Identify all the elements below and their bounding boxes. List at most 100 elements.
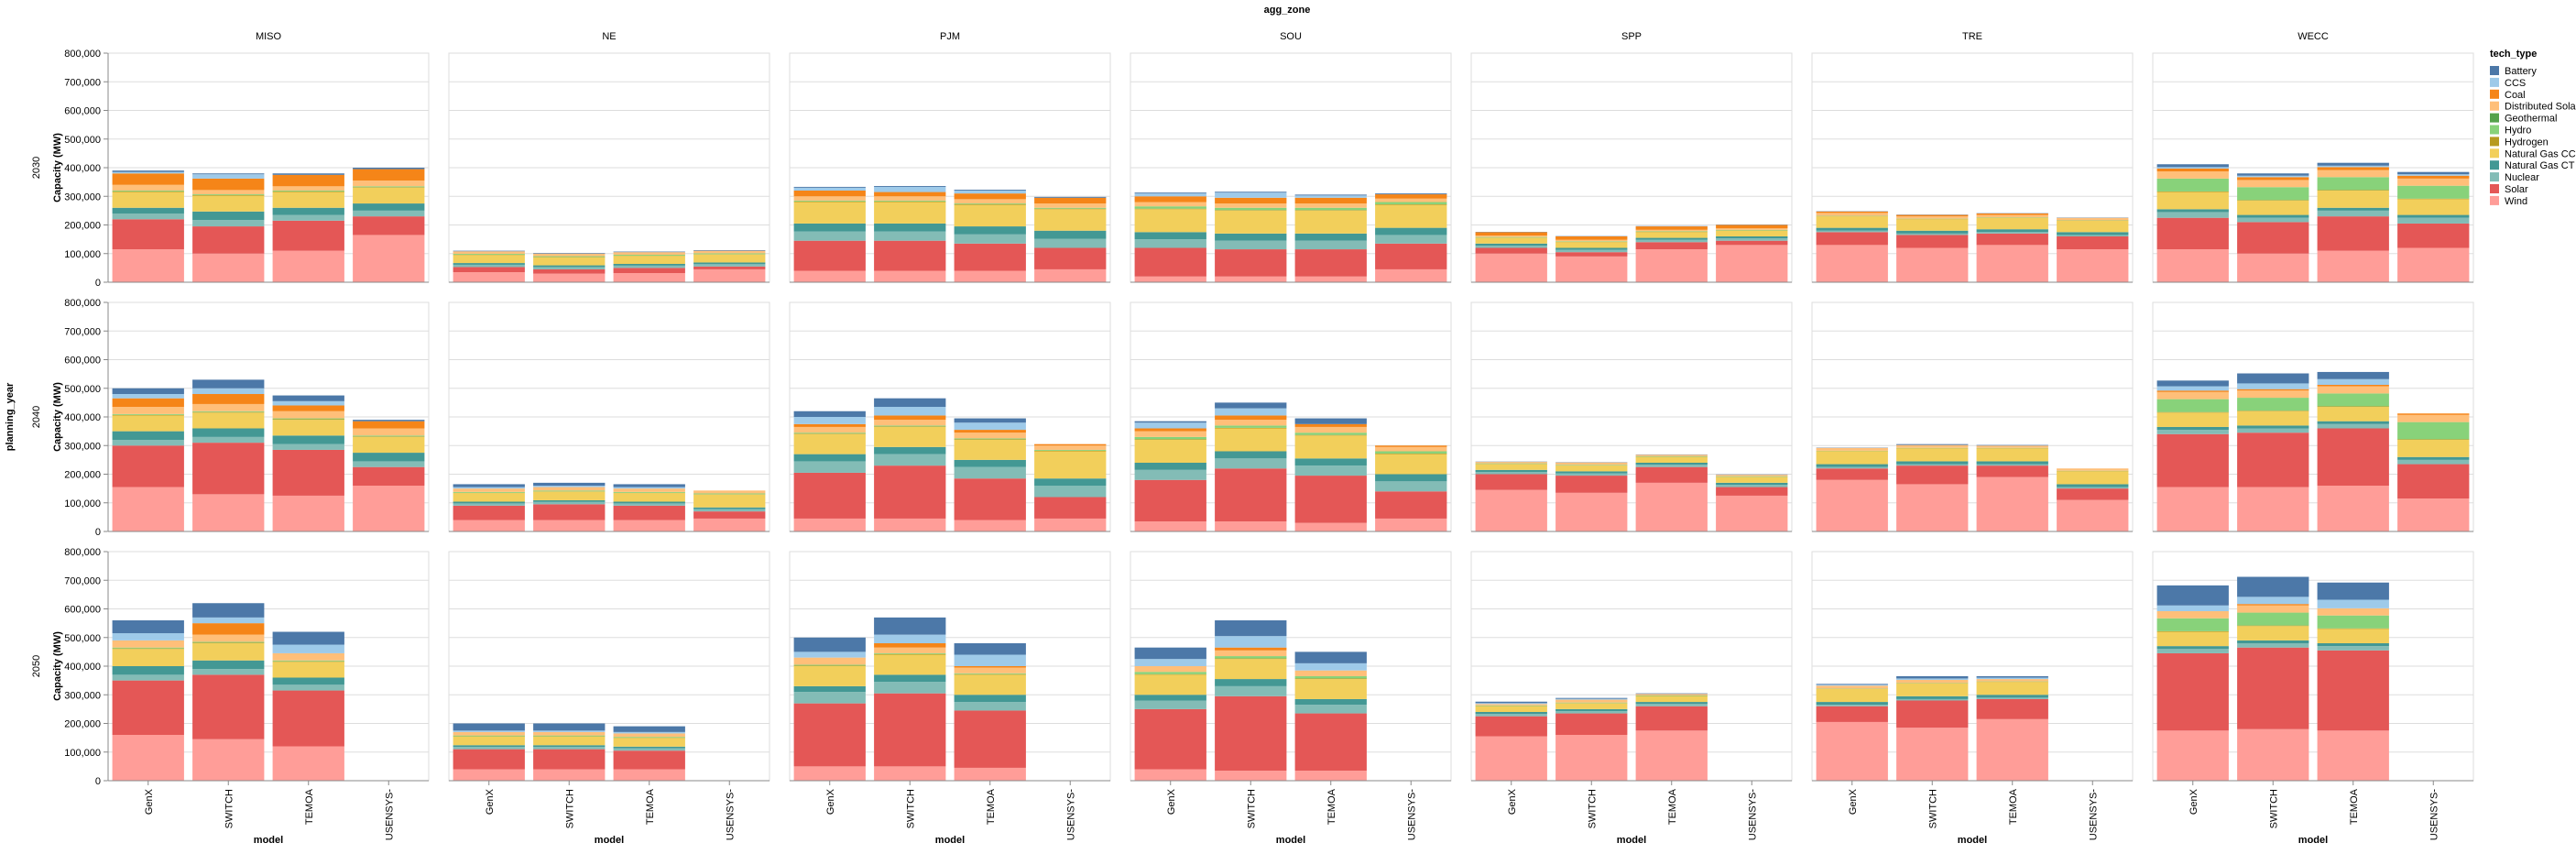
bar-segment-battery	[1215, 402, 1286, 408]
y-tick-label: 0	[95, 776, 101, 787]
x-tick-label: GenX	[1848, 788, 1859, 815]
bar-segment-natural-gas-cc	[2157, 412, 2229, 427]
bar-segment-natural-gas-ct	[1034, 231, 1106, 239]
column-header-tre: TRE	[1962, 31, 1982, 42]
bar-segment-nuclear	[2057, 487, 2128, 489]
bar-segment-nuclear	[533, 747, 605, 750]
bar-segment-solar	[1375, 244, 1446, 269]
bar-segment-coal	[2237, 604, 2309, 606]
bar-segment-nuclear	[1716, 238, 1787, 241]
bar-segment-hydrogen	[2318, 406, 2389, 407]
bar-segment-hydrogen	[794, 665, 866, 666]
bar-segment-distributed-solar	[1817, 685, 1888, 688]
bar-segment-natural-gas-ct	[794, 224, 866, 232]
bar-segment-natural-gas-ct	[113, 666, 184, 674]
bar-segment-wind	[2057, 249, 2128, 282]
bar-segment-battery	[955, 643, 1026, 655]
bar-segment-natural-gas-cc	[2237, 411, 2309, 426]
bar-segment-wind	[614, 520, 685, 532]
bar-segment-battery	[453, 484, 525, 487]
bar-segment-nuclear	[614, 503, 685, 506]
bar-segment-natural-gas-cc	[113, 192, 184, 208]
bar-segment-natural-gas-ct	[453, 502, 525, 504]
bar-segment-natural-gas-cc	[2318, 629, 2389, 643]
bar-segment-wind	[192, 739, 264, 781]
x-tick-label: USENSYS-	[2429, 789, 2440, 841]
bar-segment-natural-gas-cc	[453, 255, 525, 263]
bar-segment-hydro	[453, 736, 525, 737]
bar-segment-ccs	[113, 633, 184, 640]
bar-segment-solar	[2057, 236, 2128, 249]
bar-segment-solar	[1716, 487, 1787, 496]
bar-segment-wind	[1977, 245, 2048, 282]
bar-segment-natural-gas-cc	[955, 205, 1026, 226]
bar-segment-hydrogen	[1295, 678, 1367, 679]
legend-item-nuclear: Nuclear	[2490, 172, 2539, 183]
bar-segment-natural-gas-ct	[874, 674, 945, 682]
bar-segment-distributed-solar	[273, 411, 344, 419]
bar-segment-distributed-solar	[2237, 180, 2309, 187]
bar-segment-wind	[693, 519, 765, 531]
bar-segment-solar	[2397, 224, 2469, 248]
y-tick-label: 200,000	[64, 719, 101, 730]
bar-segment-distributed-solar	[874, 196, 945, 201]
bar-segment-natural-gas-cc	[1636, 696, 1708, 702]
bar-segment-hydro	[533, 490, 605, 491]
bar-segment-natural-gas-cc	[1135, 674, 1206, 695]
legend-item-ccs: CCS	[2490, 78, 2526, 89]
bar-segment-hydro	[113, 191, 184, 192]
bar-segment-distributed-solar	[1375, 199, 1446, 203]
bar-segment-hydrogen	[2237, 200, 2309, 201]
bar-segment-distributed-solar	[2157, 392, 2229, 400]
bar-segment-hydrogen	[1295, 210, 1367, 211]
bar-segment-natural-gas-ct	[1636, 702, 1708, 704]
bar-segment-natural-gas-cc	[1215, 429, 1286, 452]
bar-segment-natural-gas-cc	[1555, 704, 1627, 709]
bar-segment-distributed-solar	[1476, 704, 1547, 706]
bar-segment-solar	[794, 241, 866, 271]
bar-segment-natural-gas-cc	[2057, 471, 2128, 484]
bar-segment-hydrogen	[1135, 209, 1206, 210]
bar-segment-natural-gas-cc	[2237, 201, 2309, 215]
bar-segment-ccs	[1896, 678, 1968, 680]
x-tick-label: SWITCH	[564, 789, 575, 828]
bar-segment-battery	[1896, 676, 1968, 679]
bar-segment-nuclear	[1817, 467, 1888, 469]
bar-segment-hydro	[2397, 186, 2469, 199]
legend-label: Distributed Solar	[2505, 102, 2576, 113]
bar-segment-nuclear	[113, 674, 184, 680]
bar-segment-distributed-solar	[1476, 235, 1547, 237]
bar-segment-distributed-solar	[2318, 387, 2389, 394]
column-header-miso: MISO	[256, 31, 282, 42]
legend-label: Natural Gas CC	[2505, 148, 2576, 159]
bar-segment-natural-gas-cc	[453, 493, 525, 501]
bar-segment-distributed-solar	[1636, 454, 1708, 456]
bar-segment-solar	[2318, 651, 2389, 731]
bar-segment-hydrogen	[1135, 439, 1206, 440]
bar-segment-hydro	[1555, 703, 1627, 704]
bar-segment-hydro	[2397, 422, 2469, 440]
bar-segment-nuclear	[273, 444, 344, 450]
bar-segment-wind	[2057, 500, 2128, 531]
bar-segment-natural-gas-ct	[1555, 709, 1627, 711]
bar-segment-distributed-solar	[874, 420, 945, 425]
bar-segment-hydro	[1034, 208, 1106, 209]
bar-segment-solar	[113, 445, 184, 487]
legend-label: Hydro	[2505, 126, 2531, 137]
bar-segment-hydrogen	[2318, 629, 2389, 630]
bar-segment-hydro	[1295, 208, 1367, 211]
bar-segment-solar	[1295, 249, 1367, 277]
bar-segment-natural-gas-ct	[955, 460, 1026, 467]
bar-segment-hydro	[113, 414, 184, 415]
bar-segment-natural-gas-ct	[1476, 470, 1547, 472]
bar-segment-natural-gas-ct	[1977, 695, 2048, 697]
panel-pjm-2030	[790, 53, 1110, 282]
legend-swatch	[2490, 184, 2499, 193]
bar-segment-natural-gas-ct	[693, 508, 765, 509]
column-header-pjm: PJM	[940, 31, 960, 42]
bar-segment-distributed-solar	[2057, 468, 2128, 471]
bar-segment-distributed-solar	[1555, 700, 1627, 703]
bar-segment-hydro	[113, 648, 184, 649]
bar-segment-ccs	[113, 394, 184, 399]
